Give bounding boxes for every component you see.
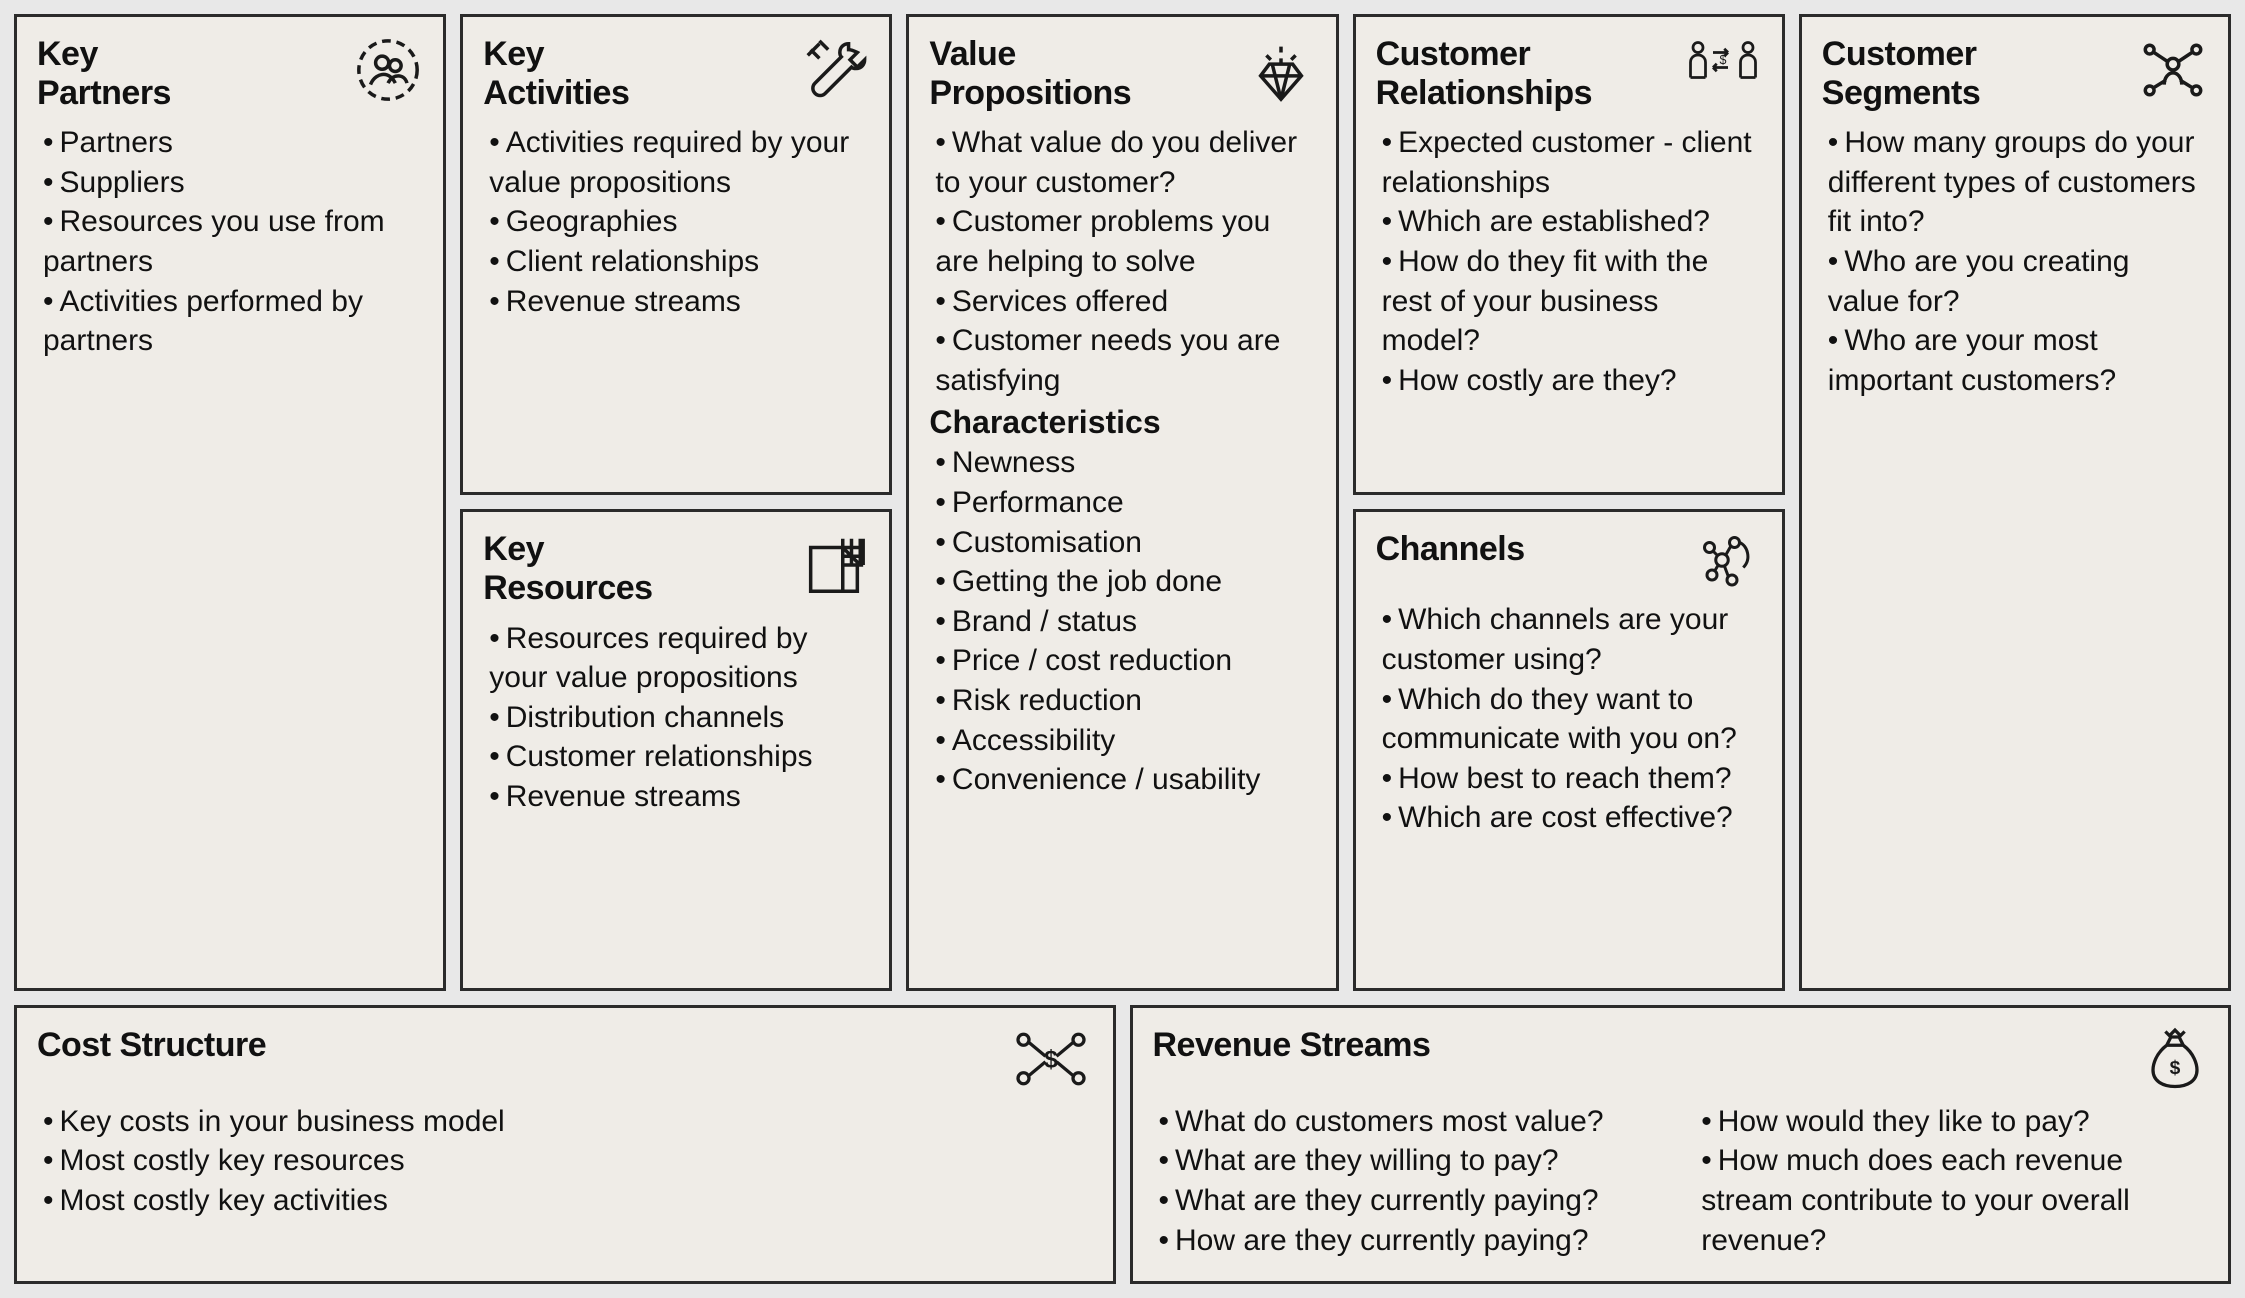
block-items-col1: What do customers most value? What are t… — [1153, 1102, 1666, 1260]
svg-text:$: $ — [1044, 1046, 1058, 1073]
list-item: Revenue streams — [483, 777, 869, 817]
list-item: Revenue streams — [483, 282, 869, 322]
block-title: Customer Relationships — [1376, 35, 1592, 113]
block-customer-relationships: Customer Relationships $ Expected custom… — [1353, 14, 1785, 495]
block-title: Key Resources — [483, 530, 652, 608]
block-title: Revenue Streams — [1153, 1026, 1431, 1065]
exchange-icon: $ — [1684, 35, 1762, 95]
list-item: Client relationships — [483, 242, 869, 282]
list-item: Which do they want to communicate with y… — [1376, 680, 1762, 759]
list-item: What value do you deliver to your custom… — [929, 123, 1315, 202]
list-item: Brand / status — [929, 602, 1315, 642]
block-items: Resources required by your value proposi… — [483, 619, 869, 817]
list-item: Customer needs you are satisfying — [929, 321, 1315, 400]
list-item: Performance — [929, 483, 1315, 523]
bmc-canvas: Key Partners Partners Suppliers Resource… — [14, 14, 2231, 1284]
block-items: How many groups do your different types … — [1822, 123, 2208, 400]
money-bag-icon: $ — [2142, 1026, 2208, 1092]
block-title: Customer Segments — [1822, 35, 1981, 113]
block-header: Key Activities — [483, 35, 869, 113]
list-item: Activities performed by partners — [37, 282, 423, 361]
block-header: Revenue Streams $ — [1153, 1026, 2209, 1092]
list-item: How much does each revenue stream contri… — [1695, 1141, 2208, 1260]
list-item: Getting the job done — [929, 562, 1315, 602]
list-item: How are they currently paying? — [1153, 1221, 1666, 1261]
list-item: Services offered — [929, 282, 1315, 322]
list-item: Customer relationships — [483, 737, 869, 777]
block-items: Expected customer - client relationships… — [1376, 123, 1762, 400]
block-title: Cost Structure — [37, 1026, 266, 1065]
list-item: Most costly key resources — [37, 1141, 1093, 1181]
list-item: Resources required by your value proposi… — [483, 619, 869, 698]
block-revenue-streams: Revenue Streams $ What do customers most… — [1130, 1005, 2232, 1284]
block-cost-structure: Cost Structure $ Key costs in your busin… — [14, 1005, 1116, 1284]
network-icon — [1692, 530, 1762, 590]
list-item: Who are your most important customers? — [1822, 321, 2208, 400]
list-item: Customer problems you are helping to sol… — [929, 202, 1315, 281]
block-items: Which channels are your customer using? … — [1376, 600, 1762, 838]
list-item: Risk reduction — [929, 681, 1315, 721]
block-customer-segments: Customer Segments How many groups do you… — [1799, 14, 2231, 991]
block-channels: Channels Which channels are your custome… — [1353, 509, 1785, 990]
partners-icon — [353, 35, 423, 105]
cost-nodes-icon: $ — [1009, 1026, 1093, 1092]
list-item: Which channels are your customer using? — [1376, 600, 1762, 679]
grid-doc-icon — [799, 530, 869, 600]
block-title: Channels — [1376, 530, 1525, 569]
block-header: Key Partners — [37, 35, 423, 113]
block-header: Cost Structure $ — [37, 1026, 1093, 1092]
block-items: What value do you deliver to your custom… — [929, 123, 1315, 400]
list-item: Accessibility — [929, 721, 1315, 761]
hub-icon — [2138, 35, 2208, 105]
list-item: Activities required by your value propos… — [483, 123, 869, 202]
svg-text:$: $ — [1719, 53, 1726, 67]
block-title: Value Propositions — [929, 35, 1131, 113]
svg-text:$: $ — [2170, 1058, 2181, 1079]
list-item: Resources you use from partners — [37, 202, 423, 281]
block-header: Customer Segments — [1822, 35, 2208, 113]
list-item: Which are established? — [1376, 202, 1762, 242]
list-item: Partners — [37, 123, 423, 163]
block-items-two-col: What do customers most value? What are t… — [1153, 1102, 2209, 1260]
block-value-propositions: Value Propositions What value do you del… — [906, 14, 1338, 991]
list-item: What are they currently paying? — [1153, 1181, 1666, 1221]
list-item: Price / cost reduction — [929, 641, 1315, 681]
list-item: Most costly key activities — [37, 1181, 1093, 1221]
block-title: Key Partners — [37, 35, 171, 113]
list-item: How best to reach them? — [1376, 759, 1762, 799]
list-item: What are they willing to pay? — [1153, 1141, 1666, 1181]
block-sub-items: Newness Performance Customisation Gettin… — [929, 443, 1315, 799]
list-item: Convenience / usability — [929, 760, 1315, 800]
list-item: How do they fit with the rest of your bu… — [1376, 242, 1762, 361]
block-title: Key Activities — [483, 35, 629, 113]
diamond-icon — [1246, 35, 1316, 105]
block-items-col2: How would they like to pay? How much doe… — [1695, 1102, 2208, 1260]
list-item: How many groups do your different types … — [1822, 123, 2208, 242]
list-item: Key costs in your business model — [37, 1102, 1093, 1142]
list-item: Suppliers — [37, 163, 423, 203]
block-header: Value Propositions — [929, 35, 1315, 113]
block-subheading: Characteristics — [929, 404, 1315, 441]
block-items: Key costs in your business model Most co… — [37, 1102, 1093, 1221]
list-item: Who are you creating value for? — [1822, 242, 2208, 321]
list-item: Newness — [929, 443, 1315, 483]
list-item: Distribution channels — [483, 698, 869, 738]
block-key-partners: Key Partners Partners Suppliers Resource… — [14, 14, 446, 991]
tools-icon — [799, 35, 869, 105]
list-item: How costly are they? — [1376, 361, 1762, 401]
block-key-resources: Key Resources Resources required by your… — [460, 509, 892, 990]
list-item: Expected customer - client relationships — [1376, 123, 1762, 202]
block-items: Activities required by your value propos… — [483, 123, 869, 321]
block-header: Customer Relationships $ — [1376, 35, 1762, 113]
list-item: What do customers most value? — [1153, 1102, 1666, 1142]
block-header: Key Resources — [483, 530, 869, 608]
block-key-activities: Key Activities Activities required by yo… — [460, 14, 892, 495]
list-item: Customisation — [929, 523, 1315, 563]
list-item: Which are cost effective? — [1376, 798, 1762, 838]
block-header: Channels — [1376, 530, 1762, 590]
list-item: How would they like to pay? — [1695, 1102, 2208, 1142]
list-item: Geographies — [483, 202, 869, 242]
block-items: Partners Suppliers Resources you use fro… — [37, 123, 423, 361]
